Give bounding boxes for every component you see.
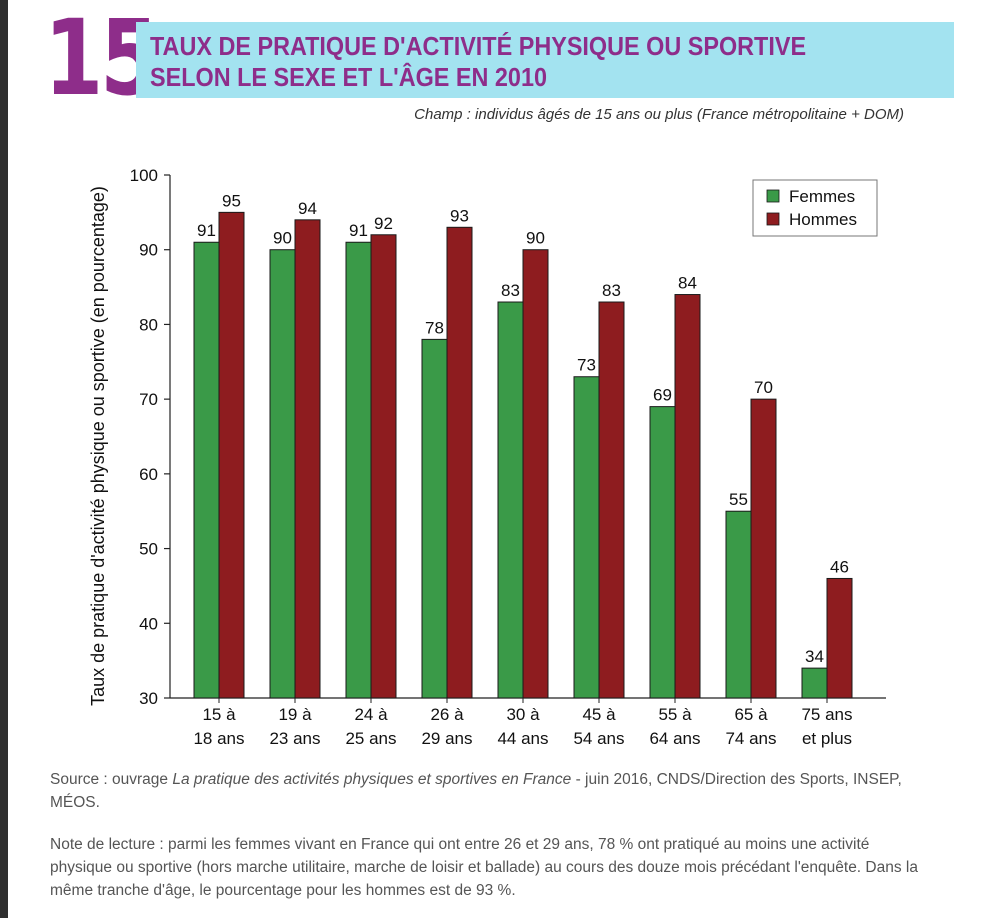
data-label-femmes: 83 <box>501 281 520 300</box>
y-tick-label: 30 <box>139 689 158 708</box>
bar-femmes <box>725 510 752 699</box>
x-tick-label-line-2: 18 ans <box>193 729 244 748</box>
data-label-femmes: 78 <box>425 318 444 337</box>
bar-hommes <box>750 398 777 699</box>
y-tick-label: 50 <box>139 540 158 559</box>
data-label-hommes: 83 <box>602 281 621 300</box>
legend-label-hommes: Hommes <box>789 210 857 229</box>
bar-femmes <box>573 376 600 699</box>
data-label-femmes: 90 <box>273 229 292 248</box>
reading-note: Note de lecture : parmi les femmes vivan… <box>50 836 918 899</box>
legend-swatch-hommes <box>766 212 780 226</box>
bar-hommes <box>218 211 245 699</box>
x-tick-label-line-1: 65 à <box>734 705 768 724</box>
y-tick-label: 40 <box>139 614 158 633</box>
x-tick-label-line-1: 55 à <box>658 705 692 724</box>
bar-femmes <box>801 667 828 699</box>
data-label-hommes: 95 <box>222 191 241 210</box>
data-label-femmes: 91 <box>349 221 368 240</box>
data-label-femmes: 69 <box>653 386 672 405</box>
bar-hommes <box>826 577 853 699</box>
x-tick-label-line-2: 74 ans <box>725 729 776 748</box>
data-label-hommes: 70 <box>754 378 773 397</box>
x-tick-label-line-2: et plus <box>802 729 852 748</box>
title-band: TAUX DE PRATIQUE D'ACTIVITÉ PHYSIQUE OU … <box>136 22 954 98</box>
bar-femmes <box>421 338 448 699</box>
y-tick-label: 70 <box>139 390 158 409</box>
x-tick-label-line-2: 23 ans <box>269 729 320 748</box>
source-suffix: - juin 2016, CNDS/Direction des Sports, … <box>50 771 902 811</box>
bar-femmes <box>649 406 676 699</box>
bar-hommes <box>598 301 625 699</box>
bar-hommes <box>522 249 549 699</box>
source-prefix: Source : ouvrage <box>50 771 173 788</box>
bar-hommes <box>446 226 473 699</box>
bar-femmes <box>497 301 524 699</box>
bar-femmes <box>345 241 372 699</box>
bar-femmes <box>193 241 220 699</box>
figure-title-line-2: SELON LE SEXE ET L'ÂGE EN 2010 <box>150 62 547 92</box>
x-tick-label-line-2: 29 ans <box>421 729 472 748</box>
x-tick-label-line-1: 26 à <box>430 705 464 724</box>
data-label-hommes: 46 <box>830 557 849 576</box>
x-tick-label-line-1: 19 à <box>278 705 312 724</box>
x-tick-label-line-1: 24 à <box>354 705 388 724</box>
x-tick-label-line-1: 30 à <box>506 705 540 724</box>
x-tick-label-line-2: 54 ans <box>573 729 624 748</box>
data-label-hommes: 90 <box>526 229 545 248</box>
data-label-femmes: 55 <box>729 490 748 509</box>
bar-hommes <box>294 219 321 699</box>
data-label-hommes: 94 <box>298 199 317 218</box>
data-label-femmes: 73 <box>577 356 596 375</box>
legend-label-femmes: Femmes <box>789 187 855 206</box>
y-tick-label: 60 <box>139 465 158 484</box>
x-tick-label-line-1: 15 à <box>202 705 236 724</box>
data-label-hommes: 93 <box>450 206 469 225</box>
bar-hommes <box>674 294 701 699</box>
x-tick-label-line-1: 75 ans <box>801 705 852 724</box>
x-tick-label-line-2: 44 ans <box>497 729 548 748</box>
x-tick-label-line-2: 64 ans <box>649 729 700 748</box>
source-work-title: La pratique des activités physiques et s… <box>172 771 572 788</box>
data-label-hommes: 92 <box>374 214 393 233</box>
bar-femmes <box>269 249 296 699</box>
data-label-femmes: 34 <box>805 647 824 666</box>
data-label-femmes: 91 <box>197 221 216 240</box>
left-edge-strip <box>0 0 8 918</box>
figure-title-line-1: TAUX DE PRATIQUE D'ACTIVITÉ PHYSIQUE OU … <box>150 31 807 61</box>
bar-hommes <box>370 234 397 699</box>
y-tick-label: 90 <box>139 241 158 260</box>
x-tick-label-line-1: 45 à <box>582 705 616 724</box>
y-axis-label: Taux de pratique d'activité physique ou … <box>88 186 108 706</box>
legend-swatch-femmes <box>766 189 780 203</box>
data-label-hommes: 84 <box>678 274 697 293</box>
x-tick-label-line-2: 25 ans <box>345 729 396 748</box>
y-tick-label: 80 <box>139 315 158 334</box>
figure-subtitle: Champ : individus âgés de 15 ans ou plus… <box>414 106 904 123</box>
source-text: Source : ouvrage La pratique des activit… <box>50 768 920 814</box>
y-tick-label: 100 <box>130 166 158 185</box>
legend-box <box>752 179 878 237</box>
